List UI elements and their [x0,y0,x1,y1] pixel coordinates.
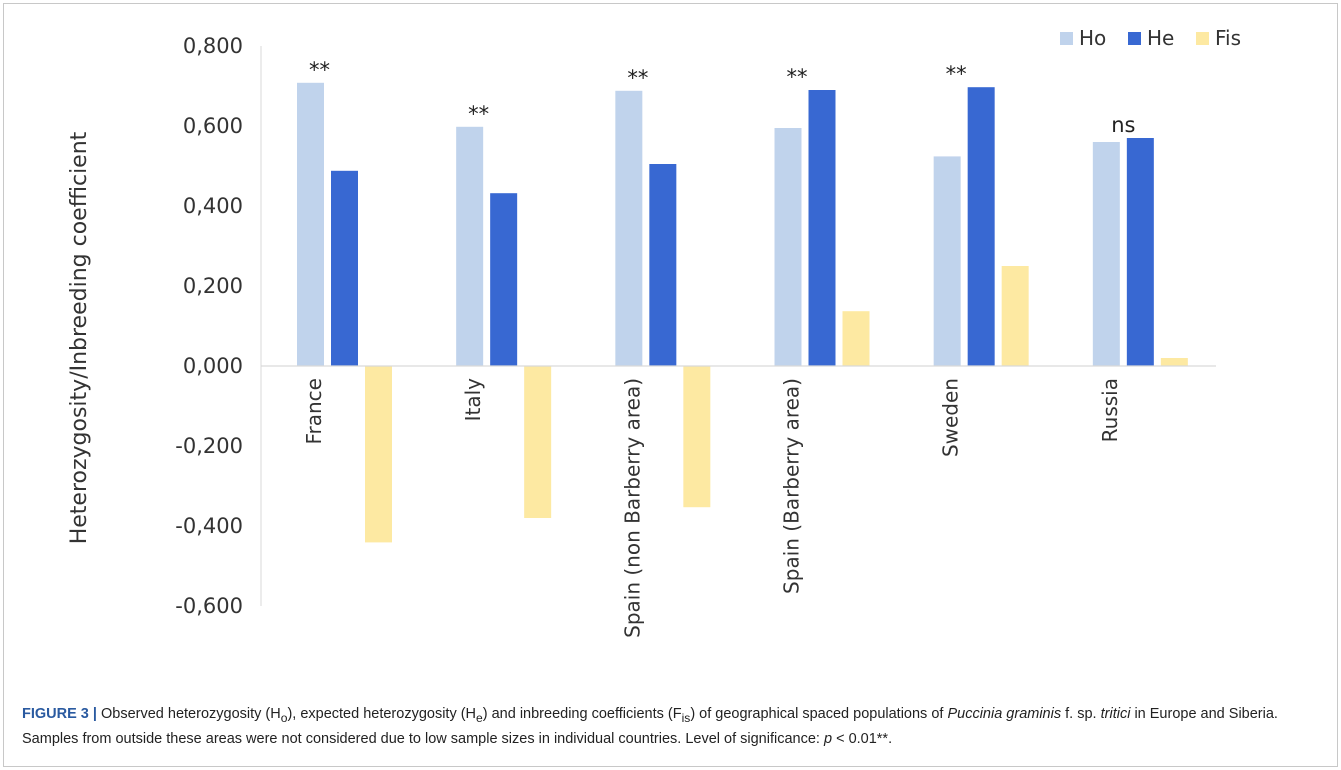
figure-label: FIGURE 3 [22,706,89,722]
bar-fis [365,366,392,543]
significance-label: ** [468,102,489,126]
bar-fis [524,366,552,518]
x-category-label: Russia [1098,378,1122,442]
y-tick-label: 0,000 [183,354,243,378]
legend-label: Ho [1079,26,1106,50]
legend-swatch [1128,32,1141,45]
caption-species: Puccinia graminis [947,706,1062,722]
bar-fis [842,311,870,366]
y-tick-label: -0,200 [175,434,243,458]
bar-ho [933,156,961,366]
y-tick-label: -0,600 [175,594,243,618]
x-category-label: Italy [461,378,485,422]
significance-label: ** [309,58,330,82]
y-tick-label: -0,400 [175,514,243,538]
bar-ho [456,126,484,366]
significance-label: ** [787,65,808,89]
caption-sub-o: o [280,710,288,725]
caption-text: f. sp. [1061,706,1101,722]
bar-fis [1160,358,1188,366]
caption-text: Observed heterozygosity (H [101,706,281,722]
figure-panel: 0,800 0,600 0,400 0,200 0,000 -0,200 -0,400 -0,… [3,3,1338,767]
caption-p-symbol: p [823,730,833,747]
bar-ho [1092,142,1120,366]
bar-fis [1001,266,1029,366]
caption-text: ) of geographical spaced populations of [690,706,948,722]
y-tick-label: 0,400 [183,194,243,218]
bar-he [331,170,358,366]
bar-he [967,87,995,366]
bar-he [490,193,518,366]
bar-he [1126,138,1154,366]
y-axis-title: Heterozygosity/Inbreeding coefficient [67,131,92,544]
bar-ho [774,128,802,366]
caption-text: < 0.01**. [832,730,893,747]
y-tick-label: 0,200 [183,274,243,298]
x-category-label: Sweden [939,378,963,457]
bar-ho [297,82,324,367]
significance-label: ** [946,62,967,86]
legend-label: Fis [1215,26,1241,50]
legend-swatch [1196,32,1209,45]
y-tick-label: 0,800 [183,34,243,58]
bar-ho [615,90,643,367]
legend-label: He [1147,26,1174,50]
significance-label: ns [1111,113,1135,137]
bar-chart: 0,800 0,600 0,400 0,200 0,000 -0,200 -0,400 -0,… [67,26,1241,638]
caption-forma: tritici [1100,706,1131,722]
caption-sub-e: e [476,710,483,725]
caption-text: ) and inbreeding coefficients (F [482,706,682,722]
bar-fis [683,366,711,508]
bar-he [808,90,836,366]
legend-swatch [1060,32,1073,45]
figure-caption: FIGURE 3 | Observed heterozygosity (Ho),… [22,704,1312,750]
x-category-label: France [302,378,326,445]
caption-text: ), expected heterozygosity (H [287,706,477,722]
x-category-label: Spain (Barberry area) [780,378,804,594]
caption-text: in Europe and Siberia. Samples from outs… [22,706,1278,747]
x-category-label: Spain (non Barberry area) [620,378,644,638]
bar-he [649,164,677,366]
significance-label: ** [627,66,648,90]
caption-separator: | [92,706,97,722]
y-tick-label: 0,600 [183,114,243,138]
caption-sub-is: is [681,710,691,725]
